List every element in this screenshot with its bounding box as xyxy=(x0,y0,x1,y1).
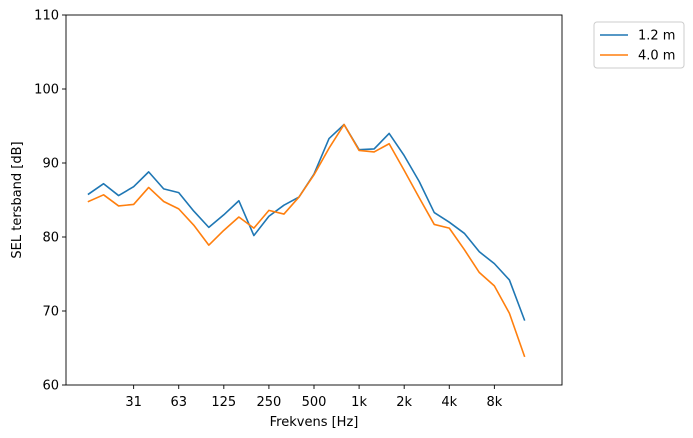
legend-box xyxy=(593,21,685,69)
legend: 1.2 m 4.0 m xyxy=(593,21,685,69)
legend-label-1: 1.2 m xyxy=(638,29,675,44)
plot-background xyxy=(66,15,562,385)
y-tick-label: 60 xyxy=(42,379,59,394)
y-tick-label: 100 xyxy=(34,83,59,98)
y-tick-label: 70 xyxy=(42,305,59,320)
x-tick-label: 1k xyxy=(351,395,367,410)
plot-area xyxy=(66,15,562,385)
y-tick-label: 80 xyxy=(42,231,59,246)
x-tick-label: 2k xyxy=(396,395,412,410)
series-layer xyxy=(87,123,526,358)
x-tick-label: 125 xyxy=(211,395,236,410)
x-axis-title: Frekvens [Hz] xyxy=(270,415,359,430)
y-axis-title: SEL tersband [dB] xyxy=(10,141,25,258)
y-tick-label: 90 xyxy=(42,157,59,172)
x-tick-label: 4k xyxy=(441,395,457,410)
x-tick-label: 63 xyxy=(170,395,187,410)
legend-label-2: 4.0 m xyxy=(638,49,675,64)
x-tick-label: 31 xyxy=(125,395,142,410)
x-tick-label: 8k xyxy=(486,395,502,410)
x-tick-label: 500 xyxy=(302,395,327,410)
y-tick-label: 110 xyxy=(34,9,59,24)
x-tick-label: 250 xyxy=(256,395,281,410)
axes-layer: 60 70 80 90 100 110 31 63 125 250 500 1k 2k 4k 8k xyxy=(34,9,563,410)
series-line-2 xyxy=(87,123,526,358)
